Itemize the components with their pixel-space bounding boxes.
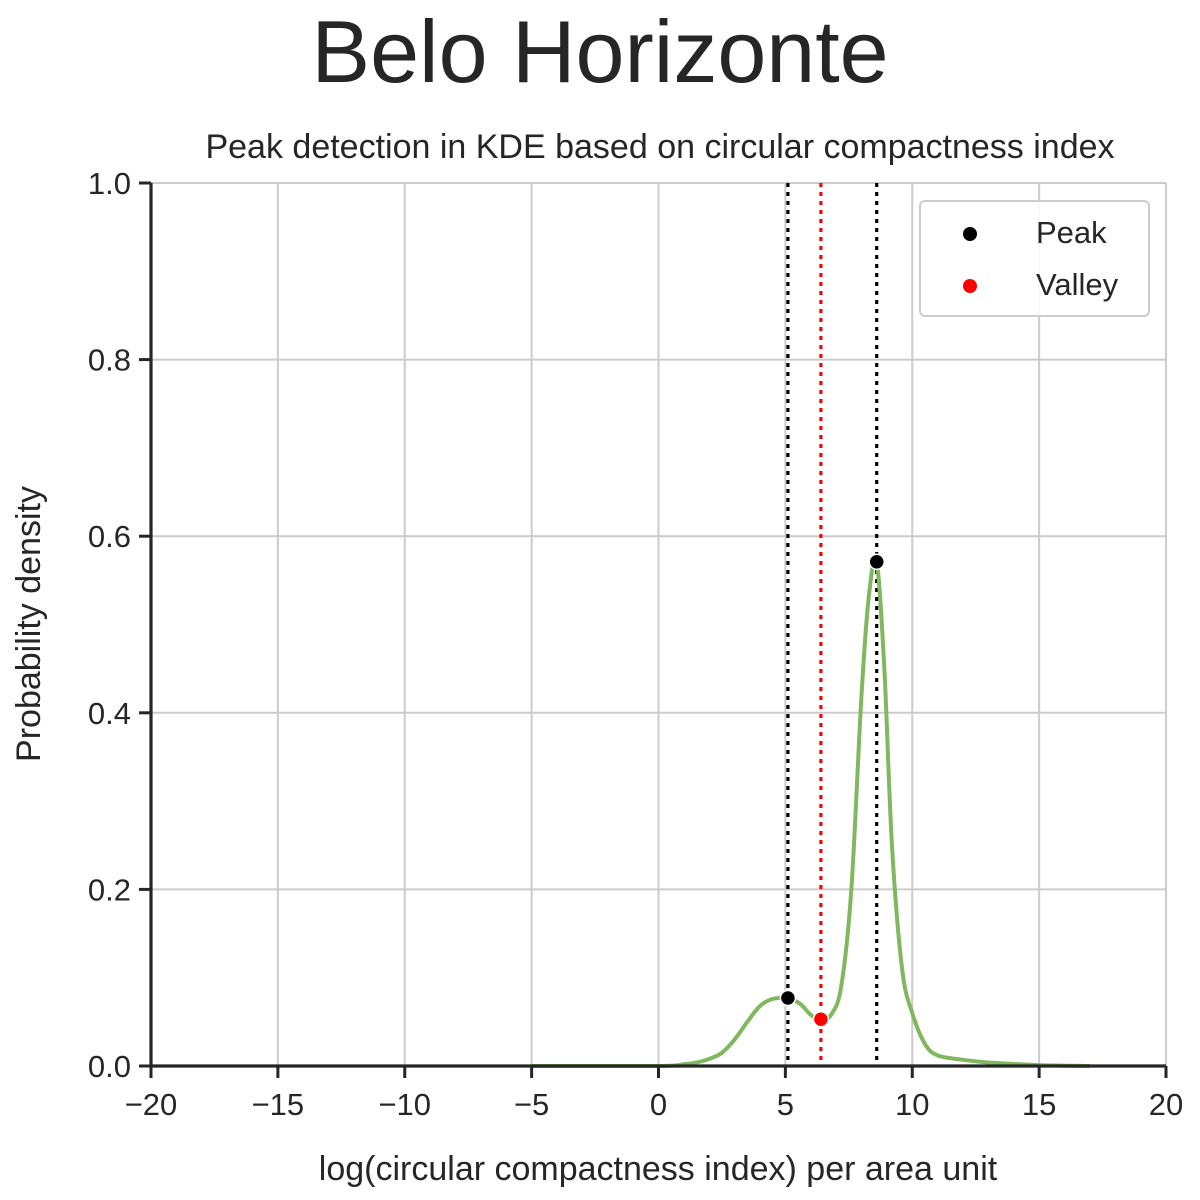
legend-valley-label: Valley: [1036, 267, 1119, 302]
x-tick-label: 15: [1022, 1087, 1056, 1122]
legend-peak-marker: [963, 227, 977, 241]
x-tick-label: −20: [125, 1087, 178, 1122]
x-tick-label: 20: [1149, 1087, 1183, 1122]
y-tick-label: 1.0: [88, 166, 131, 201]
x-tick-label: 0: [650, 1087, 667, 1122]
x-axis-label: log(circular compactness index) per area…: [319, 1150, 998, 1188]
y-tick-label: 0.6: [88, 519, 131, 554]
axes: −20 −15 −10 −5 0 5 10 15 20 0.0 0.2 0.4 0.6 0.8 1.0: [88, 166, 1183, 1122]
x-tick-label: −15: [252, 1087, 305, 1122]
y-tick-label: 0.0: [88, 1049, 131, 1084]
legend-frame: [919, 200, 1150, 317]
chart-suptitle: Belo Horizonte: [311, 2, 888, 101]
x-tick-label: 10: [895, 1087, 929, 1122]
peak-point: [868, 553, 885, 571]
kde-curve: [531, 557, 1090, 1069]
legend-valley-marker: [963, 279, 977, 293]
y-tick-label: 0.8: [88, 343, 131, 378]
legend: Peak Valley: [919, 200, 1150, 317]
y-tick-label: 0.2: [88, 872, 131, 907]
x-tick-label: −10: [378, 1087, 431, 1122]
x-tick-label: −5: [514, 1087, 549, 1122]
y-axis-label: Probability density: [10, 486, 48, 762]
plot-area: [531, 183, 1090, 1069]
legend-peak-label: Peak: [1036, 215, 1107, 250]
valley-point: [812, 1010, 830, 1028]
peak-point: [779, 989, 797, 1007]
y-tick-label: 0.4: [88, 696, 131, 731]
grid: [150, 182, 1167, 1067]
chart-title: Peak detection in KDE based on circular …: [205, 128, 1114, 166]
x-tick-label: 5: [777, 1087, 794, 1122]
